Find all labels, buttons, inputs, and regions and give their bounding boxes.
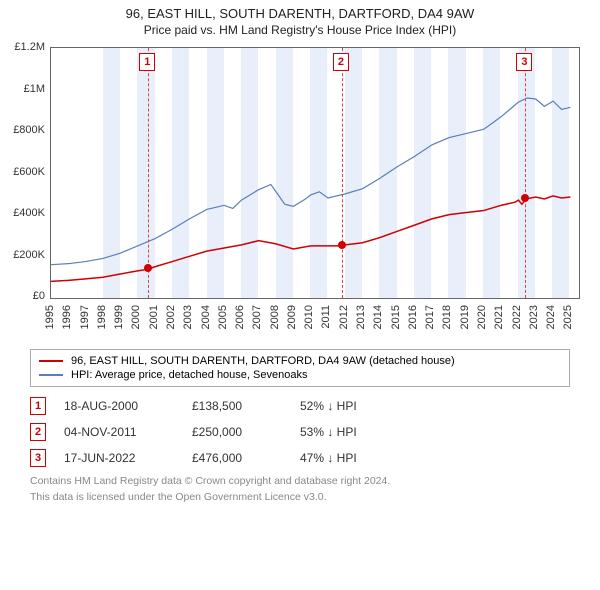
footnote-2: This data is licensed under the Open Gov… xyxy=(30,491,570,503)
x-tick-label: 2014 xyxy=(372,305,384,329)
transaction-date: 17-JUN-2022 xyxy=(64,451,174,465)
chart-subtitle: Price paid vs. HM Land Registry's House … xyxy=(0,23,600,37)
y-tick-label: £1.2M xyxy=(14,41,45,53)
transaction-row: 3 17-JUN-2022 £476,000 47% ↓ HPI xyxy=(30,445,570,471)
y-tick-label: £200K xyxy=(13,249,45,261)
y-tick-label: £1M xyxy=(24,83,45,95)
transaction-delta: 53% ↓ HPI xyxy=(300,425,400,439)
event-line xyxy=(525,48,526,298)
transaction-price: £250,000 xyxy=(192,425,282,439)
x-tick-label: 2016 xyxy=(407,305,419,329)
x-tick-label: 2017 xyxy=(424,305,436,329)
x-tick-label: 2010 xyxy=(303,305,315,329)
x-tick-label: 2011 xyxy=(320,305,332,329)
transaction-marker: 1 xyxy=(30,397,46,415)
transaction-price: £138,500 xyxy=(192,399,282,413)
x-tick-label: 2009 xyxy=(286,305,298,329)
legend: 96, EAST HILL, SOUTH DARENTH, DARTFORD, … xyxy=(30,349,570,387)
transaction-delta: 47% ↓ HPI xyxy=(300,451,400,465)
x-tick-label: 1995 xyxy=(44,305,56,329)
y-tick-label: £600K xyxy=(13,166,45,178)
x-tick-label: 1996 xyxy=(61,305,73,329)
event-dot xyxy=(521,194,529,202)
x-tick-label: 1997 xyxy=(79,305,91,329)
event-line xyxy=(148,48,149,298)
series-line xyxy=(51,196,570,281)
transaction-marker: 2 xyxy=(30,423,46,441)
legend-label: 96, EAST HILL, SOUTH DARENTH, DARTFORD, … xyxy=(71,355,455,367)
transaction-row: 2 04-NOV-2011 £250,000 53% ↓ HPI xyxy=(30,419,570,445)
x-tick-label: 2006 xyxy=(234,305,246,329)
x-tick-label: 2021 xyxy=(493,305,505,329)
x-tick-label: 2015 xyxy=(390,305,402,329)
transaction-row: 1 18-AUG-2000 £138,500 52% ↓ HPI xyxy=(30,393,570,419)
event-marker: 3 xyxy=(516,53,532,71)
event-line xyxy=(342,48,343,298)
event-marker: 1 xyxy=(139,53,155,71)
chart-lines xyxy=(51,48,579,298)
titles: 96, EAST HILL, SOUTH DARENTH, DARTFORD, … xyxy=(0,0,600,37)
y-tick-label: £0 xyxy=(33,290,45,302)
y-tick-label: £800K xyxy=(13,124,45,136)
event-dot xyxy=(338,241,346,249)
legend-row: 96, EAST HILL, SOUTH DARENTH, DARTFORD, … xyxy=(39,354,561,368)
event-dot xyxy=(144,264,152,272)
x-tick-label: 2000 xyxy=(130,305,142,329)
x-tick-label: 2024 xyxy=(545,305,557,329)
event-marker: 2 xyxy=(333,53,349,71)
chart-container: 96, EAST HILL, SOUTH DARENTH, DARTFORD, … xyxy=(0,0,600,503)
series-line xyxy=(51,98,570,265)
transaction-date: 18-AUG-2000 xyxy=(64,399,174,413)
footnote-1: Contains HM Land Registry data © Crown c… xyxy=(30,475,570,487)
x-tick-label: 1998 xyxy=(96,305,108,329)
x-tick-label: 2020 xyxy=(476,305,488,329)
x-tick-label: 1999 xyxy=(113,305,125,329)
transaction-price: £476,000 xyxy=(192,451,282,465)
x-tick-label: 2022 xyxy=(511,305,523,329)
transaction-date: 04-NOV-2011 xyxy=(64,425,174,439)
x-tick-label: 2025 xyxy=(562,305,574,329)
y-tick-label: £400K xyxy=(13,207,45,219)
x-tick-label: 2008 xyxy=(269,305,281,329)
x-tick-label: 2003 xyxy=(182,305,194,329)
transactions-table: 1 18-AUG-2000 £138,500 52% ↓ HPI 2 04-NOV-201… xyxy=(30,393,570,471)
chart-area: £0 £200K £400K £600K £800K £1M £1.2M 1995 1996 19… xyxy=(0,37,600,347)
x-tick-label: 2002 xyxy=(165,305,177,329)
transaction-delta: 52% ↓ HPI xyxy=(300,399,400,413)
legend-label: HPI: Average price, detached house, Seve… xyxy=(71,369,307,381)
x-tick-label: 2023 xyxy=(528,305,540,329)
plot-area xyxy=(50,47,580,299)
chart-title: 96, EAST HILL, SOUTH DARENTH, DARTFORD, … xyxy=(0,6,600,21)
legend-row: HPI: Average price, detached house, Seve… xyxy=(39,368,561,382)
transaction-marker: 3 xyxy=(30,449,46,467)
legend-swatch xyxy=(39,374,63,376)
x-tick-label: 2018 xyxy=(441,305,453,329)
x-tick-label: 2019 xyxy=(459,305,471,329)
x-tick-label: 2005 xyxy=(217,305,229,329)
x-tick-label: 2007 xyxy=(251,305,263,329)
legend-swatch xyxy=(39,360,63,362)
x-tick-label: 2012 xyxy=(338,305,350,329)
x-tick-label: 2013 xyxy=(355,305,367,329)
x-tick-label: 2001 xyxy=(148,305,160,329)
x-tick-label: 2004 xyxy=(200,305,212,329)
